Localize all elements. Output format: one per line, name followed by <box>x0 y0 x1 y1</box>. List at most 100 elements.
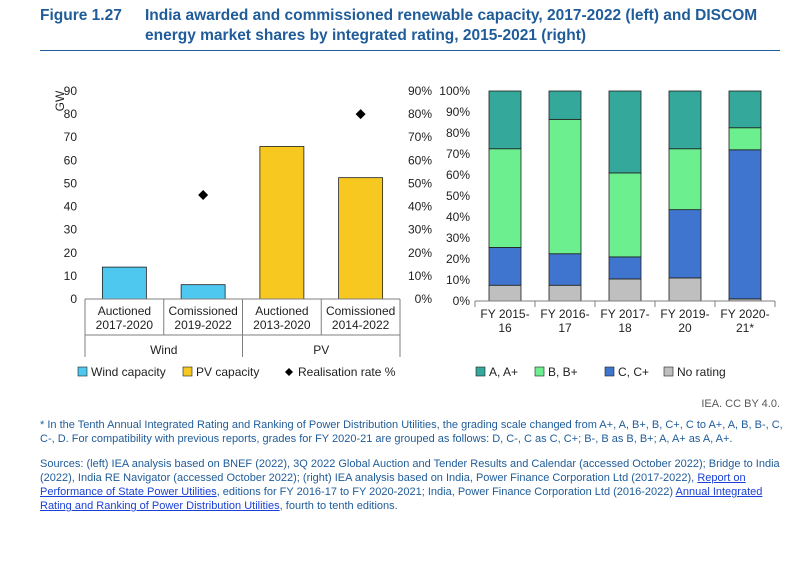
right-stacked-segment <box>548 284 582 302</box>
right-category-label: FY 2020- <box>720 307 769 321</box>
right-stacked-segment <box>668 209 702 279</box>
link-annual-rating[interactable]: Annual Integrated Rating and Ranking of … <box>40 486 763 512</box>
left-y-tick-label: 90 <box>64 84 78 98</box>
left-bar <box>180 284 226 300</box>
left-y2-tick-label: 80% <box>408 107 432 121</box>
legend-label: B, B+ <box>548 365 578 379</box>
right-y-tick-label: 80% <box>446 126 470 140</box>
right-category-label: 17 <box>558 321 572 335</box>
right-stacked-segment <box>668 277 702 302</box>
left-y-axis-title: GW <box>53 90 67 111</box>
right-stacked-segment <box>728 149 762 300</box>
right-category-label: FY 2015- <box>480 307 529 321</box>
legend-swatch <box>475 366 486 377</box>
right-stacked-segment <box>488 90 522 150</box>
left-y-tick-label: 0 <box>70 292 77 306</box>
figure-label: Figure 1.27 <box>40 7 122 24</box>
left-y-tick-label: 10 <box>64 269 78 283</box>
right-stacked-segment <box>488 284 522 302</box>
left-category-label: Comissioned <box>326 304 395 318</box>
figure-title-text: India awarded and commissioned renewable… <box>145 7 758 44</box>
right-stacked-segment <box>548 118 582 255</box>
left-group-label: PV <box>313 343 329 357</box>
legend-swatch <box>663 366 674 377</box>
sources: Sources: (left) IEA analysis based on BN… <box>40 457 785 513</box>
legend-label: C, C+ <box>618 365 649 379</box>
left-category-label: 2014-2022 <box>332 318 390 332</box>
left-group-label: Wind <box>150 343 177 357</box>
left-y-tick-label: 60 <box>64 153 78 167</box>
left-y2-tick-label: 40% <box>408 200 432 214</box>
legend-swatch <box>534 366 545 377</box>
left-bar <box>101 266 147 300</box>
right-stacked-segment <box>668 148 702 211</box>
legend-label: PV capacity <box>196 365 259 379</box>
left-category-label: 2019-2022 <box>174 318 232 332</box>
left-y-tick-label: 40 <box>64 200 78 214</box>
right-y-tick-label: 100% <box>439 84 470 98</box>
right-category-label: 18 <box>618 321 632 335</box>
sources-prefix: Sources: (left) IEA analysis based on BN… <box>40 458 780 484</box>
right-category-label: FY 2019- <box>660 307 709 321</box>
left-category-label: 2017-2020 <box>96 318 154 332</box>
legend-label: No rating <box>677 365 726 379</box>
left-y2-tick-label: 10% <box>408 269 432 283</box>
left-y-tick-label: 20 <box>64 246 78 260</box>
right-y-tick-label: 60% <box>446 168 470 182</box>
right-y-tick-label: 0% <box>453 294 471 308</box>
right-stacked-segment <box>488 247 522 286</box>
legend-label: A, A+ <box>489 365 518 379</box>
right-stacked-segment <box>668 90 702 150</box>
right-category-label: 20 <box>678 321 692 335</box>
left-category-label: Auctioned <box>255 304 308 318</box>
sources-mid: , editions for FY 2016-17 to FY 2020-202… <box>216 486 676 498</box>
left-y-tick-label: 70 <box>64 130 78 144</box>
right-category-label: FY 2017- <box>600 307 649 321</box>
legend-label: Wind capacity <box>91 365 166 379</box>
right-y-tick-label: 90% <box>446 105 470 119</box>
left-category-label: Comissioned <box>168 304 237 318</box>
left-category-label: Auctioned <box>98 304 151 318</box>
right-stacked-segment <box>728 127 762 151</box>
credit: IEA. CC BY 4.0. <box>701 398 780 410</box>
left-y2-tick-label: 20% <box>408 246 432 260</box>
left-y2-tick-label: 60% <box>408 153 432 167</box>
right-y-tick-label: 10% <box>446 273 470 287</box>
legend-swatch <box>604 366 615 377</box>
title-divider <box>40 50 780 51</box>
right-stacked-segment <box>608 278 642 302</box>
left-y-tick-label: 50 <box>64 176 78 190</box>
link-report-performance[interactable]: Report on Performance of State Power Uti… <box>40 472 746 498</box>
legend-diamond-swatch <box>285 368 293 376</box>
left-y2-tick-label: 70% <box>408 130 432 144</box>
legend-swatch <box>182 366 193 377</box>
legend-label: Realisation rate % <box>298 365 396 379</box>
realisation-rate-marker <box>355 109 366 120</box>
legend-swatch <box>77 366 88 377</box>
right-category-label: FY 2016- <box>540 307 589 321</box>
realisation-rate-marker <box>198 190 209 200</box>
right-stacked-segment <box>608 90 642 174</box>
right-stacked-segment <box>608 256 642 280</box>
right-category-label: 21* <box>736 321 754 335</box>
left-y2-tick-label: 90% <box>408 84 432 98</box>
left-bar <box>259 146 305 300</box>
right-y-tick-label: 70% <box>446 147 470 161</box>
left-y-tick-label: 30 <box>64 223 78 237</box>
right-stacked-segment <box>488 148 522 248</box>
left-y-tick-label: 80 <box>64 107 78 121</box>
left-y2-tick-label: 30% <box>408 223 432 237</box>
left-y2-tick-label: 50% <box>408 176 432 190</box>
right-y-tick-label: 20% <box>446 252 470 266</box>
right-stacked-segment <box>728 90 762 129</box>
sources-suffix: , fourth to tenth editions. <box>279 500 398 512</box>
left-bar <box>338 177 384 300</box>
right-y-tick-label: 30% <box>446 231 470 245</box>
charts-canvas: 0 10 20 30 40 50 60 70 80 90 0% 10% 20% 30% 40% 50% 60% 7… <box>53 84 776 379</box>
right-y-tick-label: 50% <box>446 189 470 203</box>
right-category-label: 16 <box>498 321 512 335</box>
footnote: * In the Tenth Annual Integrated Rating … <box>40 419 783 445</box>
left-category-label: 2013-2020 <box>253 318 311 332</box>
right-stacked-segment <box>548 253 582 286</box>
right-stacked-segment <box>548 90 582 120</box>
